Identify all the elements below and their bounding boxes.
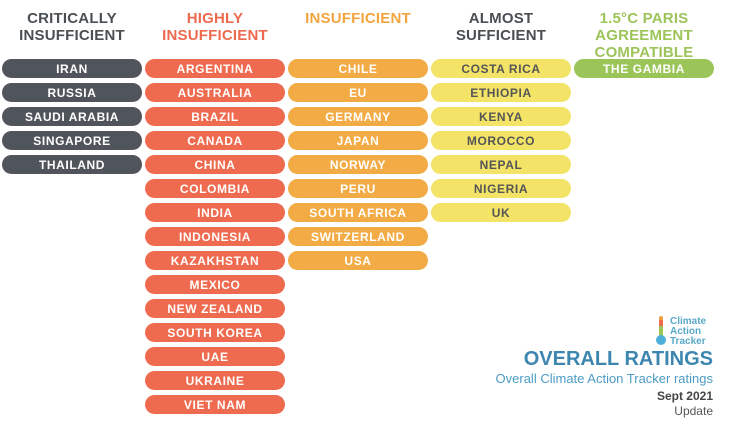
country-pill: COSTA RICA: [431, 59, 571, 78]
rating-column: HIGHLY INSUFFICIENT ARGENTINA AUSTRALIA BRAZ…: [145, 0, 285, 414]
column-header-line: INSUFFICIENT: [19, 27, 125, 44]
column-header-line: 1.5°C PARIS: [599, 10, 689, 27]
country-pill: ETHIOPIA: [431, 83, 571, 102]
country-pill: BRAZIL: [145, 107, 285, 126]
column-header-line: ALMOST: [468, 10, 534, 27]
rating-column: INSUFFICIENT CHILE EU GERMANY JAPAN NORWAY PER…: [288, 0, 428, 270]
country-pill: RUSSIA: [2, 83, 142, 102]
thermometer-icon: [656, 316, 666, 345]
rating-column: CRITICALLY INSUFFICIENT IRAN RUSSIA SAUDI AR…: [2, 0, 142, 174]
country-pill: UKRAINE: [145, 371, 285, 390]
country-pill: UK: [431, 203, 571, 222]
country-pill: NORWAY: [288, 155, 428, 174]
country-pill: KAZAKHSTAN: [145, 251, 285, 270]
column-header-line: CRITICALLY: [27, 10, 117, 27]
column-header: INSUFFICIENT: [288, 0, 428, 58]
country-pill: COLOMBIA: [145, 179, 285, 198]
column-header-line: INSUFFICIENT: [305, 10, 411, 27]
country-pill: ARGENTINA: [145, 59, 285, 78]
country-pill: INDIA: [145, 203, 285, 222]
country-pill: IRAN: [2, 59, 142, 78]
footer-note: Update: [674, 404, 713, 418]
country-pill: SAUDI ARABIA: [2, 107, 142, 126]
climate-action-tracker-logo: Climate Action Tracker: [656, 316, 716, 348]
country-pill: PERU: [288, 179, 428, 198]
column-header: 1.5°C PARIS AGREEMENT COMPATIBLE: [574, 0, 714, 61]
country-pill: GERMANY: [288, 107, 428, 126]
logo-text: Climate Action Tracker: [670, 317, 706, 347]
column-header: HIGHLY INSUFFICIENT: [145, 0, 285, 58]
country-pill: USA: [288, 251, 428, 270]
rating-column: ALMOST SUFFICIENT COSTA RICA ETHIOPIA KENYA M…: [431, 0, 571, 222]
country-pill: CHILE: [288, 59, 428, 78]
country-pill: KENYA: [431, 107, 571, 126]
footer-block: OVERALL RATINGS Overall Climate Action T…: [496, 348, 713, 418]
footer-title: OVERALL RATINGS: [523, 348, 713, 370]
column-header-line: SUFFICIENT: [455, 27, 547, 44]
country-pill: AUSTRALIA: [145, 83, 285, 102]
column-header: CRITICALLY INSUFFICIENT: [2, 0, 142, 58]
country-pill: INDONESIA: [145, 227, 285, 246]
country-pill: MOROCCO: [431, 131, 571, 150]
country-pill: NIGERIA: [431, 179, 571, 198]
country-pill: CHINA: [145, 155, 285, 174]
country-pill: THE GAMBIA: [574, 59, 714, 78]
logo-line: Action: [670, 326, 702, 337]
country-pill: THAILAND: [2, 155, 142, 174]
country-pill: SOUTH KOREA: [145, 323, 285, 342]
country-pill: UAE: [145, 347, 285, 366]
country-pill: CANADA: [145, 131, 285, 150]
logo-line: Tracker: [670, 336, 706, 347]
column-header-line: AGREEMENT: [595, 27, 693, 44]
column-header: ALMOST SUFFICIENT: [431, 0, 571, 58]
footer-date: Sept 2021: [656, 389, 713, 403]
column-header-line: INSUFFICIENT: [162, 27, 268, 44]
country-pill: SWITZERLAND: [288, 227, 428, 246]
country-pill: NEW ZEALAND: [145, 299, 285, 318]
country-pill: MEXICO: [145, 275, 285, 294]
country-pill: JAPAN: [288, 131, 428, 150]
country-pill: SOUTH AFRICA: [288, 203, 428, 222]
footer-subtitle: Overall Climate Action Tracker ratings: [495, 371, 713, 386]
column-header-line: COMPATIBLE: [594, 44, 694, 61]
country-pill: EU: [288, 83, 428, 102]
logo-line: Climate: [670, 316, 707, 327]
column-header-line: HIGHLY: [186, 10, 244, 27]
country-pill: NEPAL: [431, 155, 571, 174]
rating-column: 1.5°C PARIS AGREEMENT COMPATIBLE THE GAMBIA: [574, 0, 714, 78]
country-pill: SINGAPORE: [2, 131, 142, 150]
country-pill: VIET NAM: [145, 395, 285, 414]
